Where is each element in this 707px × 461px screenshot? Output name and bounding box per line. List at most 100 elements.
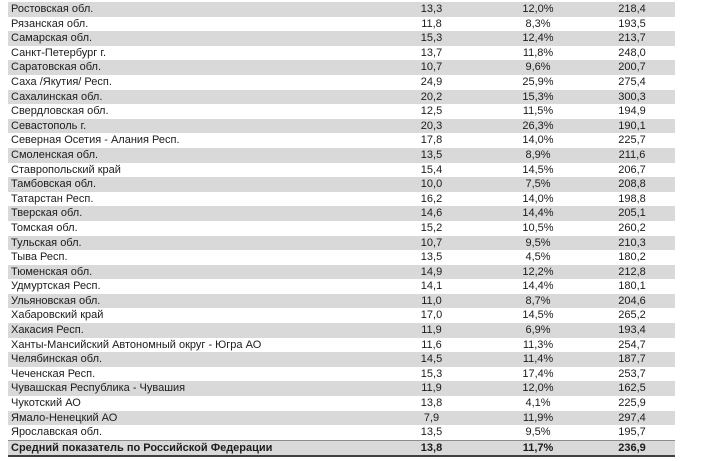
table-row: Хакасия Респ. 11,9 6,9% 193,4 bbox=[8, 323, 675, 338]
value-cell-1: 13,7 bbox=[420, 46, 443, 59]
value-cell-percent: 9,5% bbox=[525, 236, 551, 249]
region-name-cell: Чувашская Республика - Чувашия bbox=[11, 382, 186, 395]
region-name-cell: Тюменская обл. bbox=[11, 265, 93, 278]
value-cell-1: 14,9 bbox=[420, 265, 443, 278]
value-cell-1: 17,0 bbox=[420, 309, 443, 322]
value-cell-1: 15,3 bbox=[420, 32, 443, 45]
value-cell-1: 24,9 bbox=[420, 75, 443, 88]
value-cell-3: 212,8 bbox=[618, 265, 646, 278]
region-name-cell: Ярославская обл. bbox=[11, 426, 103, 439]
value-cell-3: 195,7 bbox=[618, 426, 646, 439]
table-row: Удмуртская Респ. 14,1 14,4% 180,1 bbox=[8, 279, 675, 294]
value-cell-3: 187,7 bbox=[618, 353, 646, 366]
table-row: Хабаровский край 17,0 14,5% 265,2 bbox=[8, 308, 675, 324]
value-cell-percent: 25,9% bbox=[522, 75, 554, 88]
value-cell-percent: 12,4% bbox=[522, 32, 554, 45]
value-cell-3: 218,4 bbox=[618, 3, 646, 15]
value-cell-percent: 8,7% bbox=[525, 294, 551, 307]
region-name-cell: Тамбовская обл. bbox=[11, 178, 97, 191]
value-cell-1: 14,6 bbox=[420, 207, 443, 220]
value-cell-3: 300,3 bbox=[618, 90, 646, 103]
region-name-cell: Санкт-Петербург г. bbox=[11, 46, 107, 59]
value-cell-1: 13,5 bbox=[420, 251, 443, 264]
value-cell-3: 254,7 bbox=[618, 338, 646, 351]
value-cell-1: 16,2 bbox=[420, 192, 443, 205]
value-cell-3: 204,6 bbox=[618, 294, 646, 307]
region-name-cell: Татарстан Респ. bbox=[11, 192, 94, 205]
value-cell-3: 297,4 bbox=[618, 411, 646, 424]
value-cell-1: 13,8 bbox=[420, 397, 443, 410]
table-row: Санкт-Петербург г. 13,7 11,8% 248,0 bbox=[8, 45, 675, 61]
region-name-cell: Северная Осетия - Алания Респ. bbox=[11, 134, 180, 147]
value-cell-1: 11,8 bbox=[421, 17, 442, 30]
value-cell-3: 236,9 bbox=[618, 441, 646, 454]
value-cell-percent: 8,9% bbox=[525, 148, 551, 161]
value-cell-3: 210,3 bbox=[618, 236, 646, 249]
value-cell-percent: 14,0% bbox=[522, 192, 554, 205]
value-cell-1: 10,0 bbox=[420, 178, 443, 191]
table-row: Томская обл. 15,2 10,5% 260,2 bbox=[8, 220, 675, 236]
summary-row: Средний показатель по Российской Федерац… bbox=[8, 439, 675, 458]
region-name-cell: Ставропольский край bbox=[11, 163, 121, 176]
value-cell-1: 15,2 bbox=[420, 221, 443, 234]
value-cell-3: 198,8 bbox=[618, 192, 646, 205]
value-cell-1: 11,6 bbox=[421, 338, 442, 351]
region-name-cell: Саратовская обл. bbox=[11, 61, 102, 74]
region-name-cell: Сахалинская обл. bbox=[11, 90, 103, 103]
value-cell-percent: 10,5% bbox=[522, 221, 554, 234]
value-cell-1: 15,3 bbox=[420, 367, 443, 380]
table-row: Сахалинская обл. 20,2 15,3% 300,3 bbox=[8, 89, 675, 105]
value-cell-1: 15,4 bbox=[420, 163, 443, 176]
region-name-cell: Рязанская обл. bbox=[11, 17, 89, 30]
value-cell-percent: 14,5% bbox=[522, 309, 554, 322]
value-cell-1: 7,9 bbox=[423, 411, 440, 424]
value-cell-percent: 11,5% bbox=[522, 105, 554, 118]
value-cell-percent: 7,5% bbox=[525, 178, 551, 191]
value-cell-percent: 12,0% bbox=[522, 382, 554, 395]
table-row: Челябинская обл. 14,5 11,4% 187,7 bbox=[8, 352, 675, 367]
value-cell-percent: 15,3% bbox=[522, 90, 554, 103]
table-row: Тыва Респ. 13,5 4,5% 180,2 bbox=[8, 250, 675, 265]
value-cell-percent: 14,0% bbox=[522, 134, 554, 147]
value-cell-3: 193,5 bbox=[618, 17, 646, 30]
value-cell-3: 253,7 bbox=[618, 367, 646, 380]
region-name-cell: Тверская обл. bbox=[11, 207, 83, 220]
value-cell-percent: 8,3% bbox=[525, 17, 551, 30]
region-name-cell: Чукотский АО bbox=[11, 397, 81, 410]
value-cell-percent: 17,4% bbox=[522, 367, 554, 380]
value-cell-1: 11,9 bbox=[421, 382, 442, 395]
table-row: Смоленская обл. 13,5 8,9% 211,6 bbox=[8, 147, 675, 163]
value-cell-3: 194,9 bbox=[618, 105, 646, 118]
value-cell-percent: 11,3% bbox=[522, 338, 554, 351]
table-row: Саха /Якутия/ Респ. 24,9 25,9% 275,4 bbox=[8, 74, 675, 90]
value-cell-percent: 9,6% bbox=[525, 61, 551, 74]
value-cell-percent: 12,0% bbox=[522, 3, 554, 15]
value-cell-3: 260,2 bbox=[618, 221, 646, 234]
value-cell-percent: 4,1% bbox=[525, 397, 551, 410]
value-cell-1: 14,1 bbox=[420, 280, 443, 293]
value-cell-1: 11,9 bbox=[421, 324, 442, 337]
value-cell-1: 13,5 bbox=[420, 426, 443, 439]
table-row: Тульская обл. 10,7 9,5% 210,3 bbox=[8, 235, 675, 251]
value-cell-percent: 11,9% bbox=[522, 411, 554, 424]
value-cell-3: 208,8 bbox=[618, 178, 646, 191]
regions-data-table: Ростовская обл. 13,3 12,0% 218,4 Рязанск… bbox=[8, 2, 675, 458]
table-row: Ямало-Ненецкий АО 7,9 11,9% 297,4 bbox=[8, 410, 675, 426]
value-cell-percent: 26,3% bbox=[522, 119, 554, 132]
value-cell-3: 193,4 bbox=[618, 324, 646, 337]
value-cell-percent: 14,4% bbox=[522, 207, 554, 220]
region-name-cell: Чеченская Респ. bbox=[11, 367, 96, 380]
value-cell-3: 225,7 bbox=[618, 134, 646, 147]
value-cell-1: 10,7 bbox=[420, 61, 443, 74]
value-cell-percent: 12,2% bbox=[522, 265, 554, 278]
value-cell-1: 20,2 bbox=[420, 90, 443, 103]
value-cell-3: 180,1 bbox=[618, 280, 646, 293]
table-row: Саратовская обл. 10,7 9,6% 200,7 bbox=[8, 60, 675, 75]
value-cell-3: 190,1 bbox=[618, 119, 646, 132]
value-cell-1: 13,5 bbox=[420, 148, 443, 161]
region-name-cell: Ростовская обл. bbox=[11, 3, 94, 15]
region-name-cell: Тыва Респ. bbox=[11, 251, 68, 264]
value-cell-percent: 11,8% bbox=[522, 46, 554, 59]
value-cell-1: 12,5 bbox=[420, 105, 443, 118]
table-row: Ярославская обл. 13,5 9,5% 195,7 bbox=[8, 425, 675, 440]
